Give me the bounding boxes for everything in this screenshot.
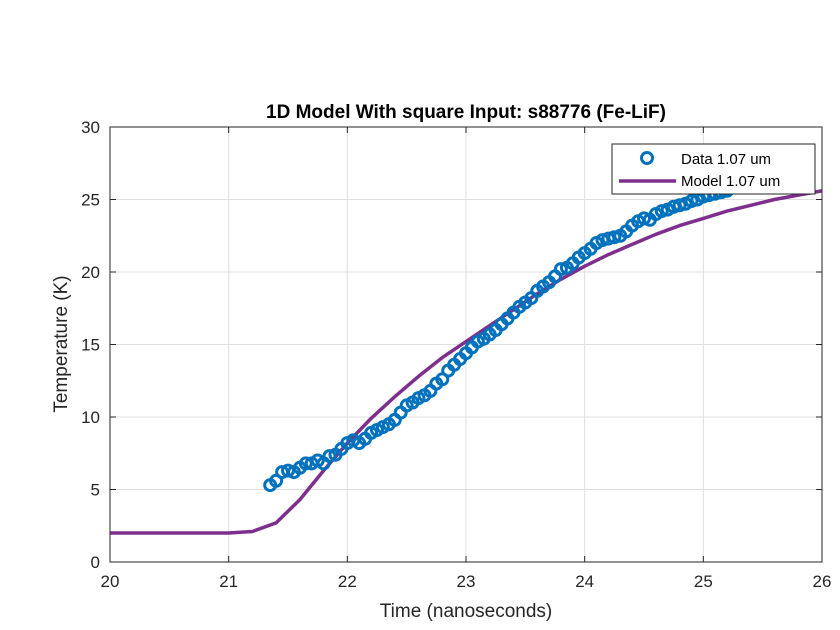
y-axis-label: Temperature (K)	[51, 275, 72, 412]
x-axis-label: Time (nanoseconds)	[380, 601, 552, 622]
data-point	[654, 204, 669, 219]
data-point	[672, 198, 687, 213]
data-point	[684, 194, 699, 208]
y-tick-label: 15	[81, 336, 100, 355]
legend-label-model: Model 1.07 um	[681, 173, 780, 190]
data-point	[607, 230, 622, 245]
data-point	[637, 211, 651, 226]
x-tick-label: 22	[338, 572, 357, 591]
x-tick-label: 23	[457, 572, 476, 591]
legend-marker-data	[640, 151, 654, 165]
x-tick-label: 21	[219, 572, 238, 591]
y-tick-label: 30	[81, 118, 100, 137]
y-tick-label: 25	[81, 191, 100, 210]
data-point	[322, 449, 337, 464]
x-tick-label: 20	[101, 572, 120, 591]
legend: Data 1.07 um Model 1.07 um	[611, 143, 816, 195]
x-axis: 20 21 22 23 24 25 26	[101, 127, 832, 591]
data-point	[298, 456, 313, 471]
x-tick-label: 25	[694, 572, 713, 591]
legend-label-data: Data 1.07 um	[681, 151, 771, 168]
x-tick-label: 26	[813, 572, 832, 591]
y-tick-label: 0	[91, 553, 100, 572]
y-tick-label: 5	[91, 481, 100, 500]
y-tick-label: 20	[81, 263, 100, 282]
data-point	[553, 262, 568, 277]
chart-title: 1D Model With square Input: s88776 (Fe-L…	[266, 102, 666, 123]
x-tick-label: 24	[575, 572, 594, 591]
y-tick-label: 10	[81, 408, 100, 427]
y-axis: 0 5 10 15 20 25 30	[81, 118, 822, 572]
